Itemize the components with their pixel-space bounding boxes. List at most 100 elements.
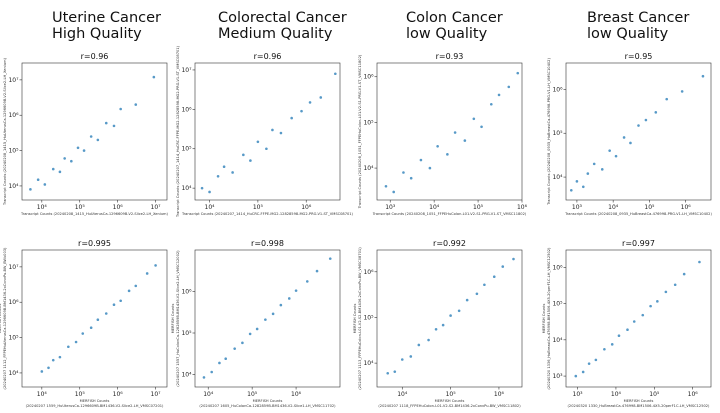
x-axis-label: MERFISH Counts	[624, 399, 654, 403]
axes-frame	[194, 62, 341, 201]
point	[581, 370, 585, 374]
x-tick-label: 10⁴	[397, 391, 408, 398]
point	[287, 297, 291, 300]
x-tick-label: 10⁵	[75, 391, 86, 398]
point	[393, 370, 397, 373]
point	[665, 97, 669, 101]
x-axis-label: Transcript Counts (20240207_1414_HuCRC-F…	[181, 212, 354, 216]
point	[89, 135, 93, 138]
x-tick-label: 10⁵	[253, 204, 264, 211]
point	[145, 272, 149, 275]
y-axis-label: MERFISH Counts	[542, 304, 546, 334]
x-axis-label: Transcript Counts (20240208_1051_FFPEHuC…	[372, 212, 527, 216]
x-axis-label: (20240320 1330_HuBreastCa-476998-BM1506-…	[568, 404, 711, 408]
point	[210, 370, 214, 374]
point	[134, 103, 138, 106]
chart-title: r=0.95	[625, 52, 653, 61]
y-axis-label: MERFISH Counts	[353, 304, 357, 334]
point	[656, 300, 659, 303]
point	[334, 72, 337, 76]
x-tick-label: 10⁶	[494, 391, 505, 398]
y-tick-label: 10⁶	[552, 264, 563, 271]
x-tick-label: 10⁴	[608, 204, 619, 211]
point	[457, 309, 461, 313]
point	[592, 162, 596, 166]
point	[581, 185, 585, 189]
point	[453, 131, 457, 134]
point	[492, 275, 496, 279]
x-tick-label: 10⁴	[205, 204, 216, 211]
point	[463, 139, 467, 142]
x-tick-label: 10⁶	[517, 204, 528, 211]
point	[36, 178, 40, 182]
x-axis-label: (20240207 1605_HuColonCa-1282859B-BM1436…	[199, 404, 336, 408]
point	[264, 318, 267, 321]
point	[231, 171, 234, 174]
point	[328, 257, 332, 260]
y-tick-label: 10⁴	[552, 174, 563, 181]
y-tick-label: 10⁴	[363, 360, 374, 367]
x-tick-label: 10⁶	[688, 391, 699, 398]
x-tick-label: 10⁴	[429, 204, 440, 211]
y-tick-label: 10⁷	[8, 77, 19, 84]
y-tick-label: 10⁷	[181, 67, 192, 74]
point	[82, 149, 86, 152]
point	[680, 90, 684, 93]
point	[617, 334, 621, 337]
x-axis-label: MERFISH Counts	[253, 399, 283, 403]
point	[586, 172, 590, 175]
y-tick-label: 10⁵	[363, 119, 374, 126]
y-tick-label: 10⁶	[363, 74, 374, 81]
point	[626, 328, 629, 332]
point	[475, 292, 479, 296]
point	[512, 257, 515, 261]
point	[497, 93, 501, 97]
point	[419, 158, 423, 162]
x-tick-label: 10⁴	[37, 391, 48, 398]
point	[58, 170, 62, 174]
point	[600, 168, 604, 171]
x-axis-label: (20240207 1559_HuUterusCa-1296609B-BM143…	[26, 404, 164, 408]
point	[89, 326, 93, 330]
point	[81, 332, 85, 335]
point	[436, 144, 439, 148]
point	[96, 318, 100, 322]
point	[112, 124, 116, 128]
point	[603, 347, 606, 351]
point	[134, 284, 138, 288]
x-tick-label: 10⁵	[644, 204, 655, 211]
point	[434, 328, 438, 331]
axes-frame	[21, 249, 168, 388]
point	[216, 174, 220, 178]
point	[279, 303, 283, 307]
x-tick-label: 10⁶	[681, 204, 692, 211]
point	[271, 312, 275, 316]
y-axis-label: MERFISH Counts	[171, 304, 175, 334]
point	[76, 146, 80, 150]
point	[417, 343, 421, 347]
point	[472, 117, 476, 121]
chart-title: r=0.93	[436, 52, 464, 61]
y-tick-label: 10⁵	[8, 335, 19, 342]
point	[255, 327, 259, 331]
point	[698, 260, 701, 264]
point	[202, 376, 206, 379]
y-tick-label: 10⁴	[363, 165, 374, 172]
y-axis-label: Transcript Counts (20240208_1051_FFPEHuC…	[358, 54, 362, 209]
x-tick-label: 10⁵	[75, 204, 86, 211]
point	[664, 290, 668, 294]
y-tick-label: 10⁷	[8, 264, 19, 271]
chart-title: r=0.998	[251, 239, 284, 248]
x-tick-label: 10⁶	[113, 391, 124, 398]
point	[614, 154, 618, 158]
point	[574, 374, 578, 378]
axes-frame	[194, 249, 341, 388]
point	[569, 188, 573, 192]
x-tick-label: 10⁴	[37, 204, 48, 211]
point	[112, 303, 116, 307]
point	[682, 272, 686, 276]
point	[104, 312, 108, 315]
x-tick-label: 10⁴	[203, 391, 214, 398]
point	[649, 304, 652, 308]
